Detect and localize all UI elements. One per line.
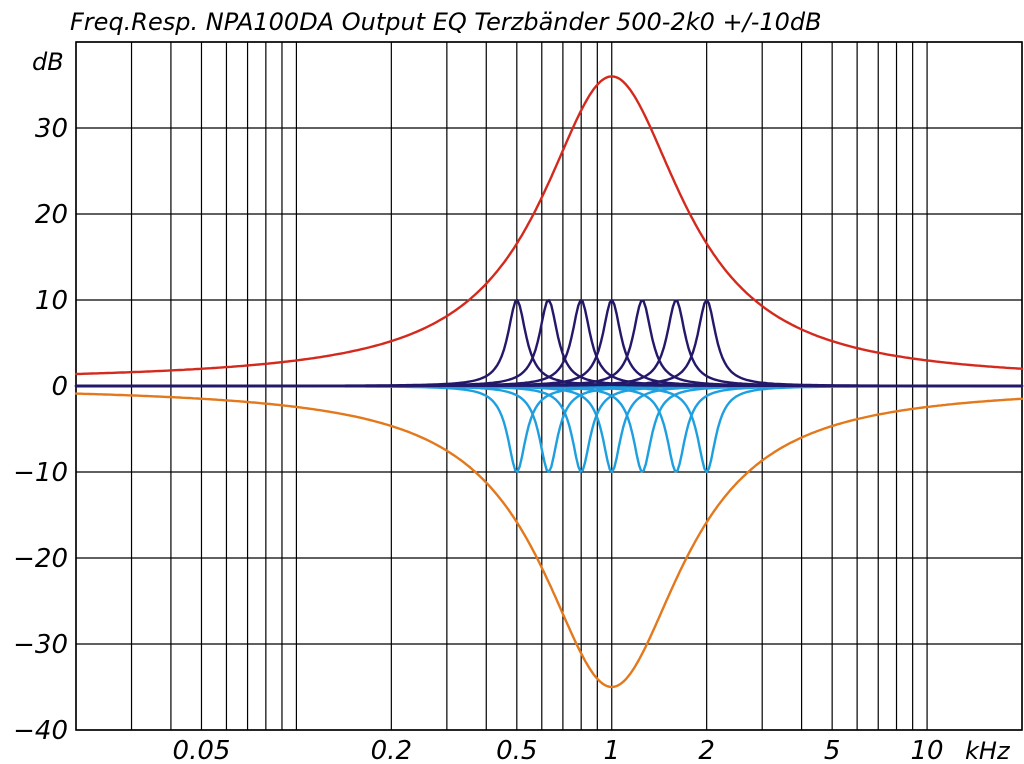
y-tick-label: −40 (13, 716, 68, 746)
chart-title: Freq.Resp. NPA100DA Output EQ Terzbänder… (70, 8, 822, 36)
y-axis-unit-label: dB (32, 48, 64, 76)
y-tick-labels: −40 −30 −20 −10 0 10 20 30 (13, 114, 68, 746)
x-axis-unit-label: kHz (965, 737, 1011, 764)
y-tick-label: −30 (13, 630, 68, 660)
curves (74, 75, 1024, 689)
curve-boost-band (74, 298, 1024, 388)
y-tick-label: 0 (51, 372, 68, 402)
y-tick-label: 10 (35, 286, 68, 316)
y-tick-label: 20 (35, 200, 68, 230)
x-tick-label: 0.2 (371, 736, 412, 764)
curve-sum-boost (74, 75, 1024, 376)
x-tick-label: 5 (824, 736, 841, 764)
y-tick-label: 30 (35, 114, 68, 144)
x-tick-label: 10 (911, 736, 944, 764)
x-tick-label: 0.05 (173, 736, 231, 764)
y-tick-label: −20 (13, 544, 68, 574)
x-tick-labels: 0.05 0.2 0.5 1 2 5 10 (173, 736, 944, 764)
y-tick-label: −10 (13, 458, 68, 488)
curve-sum-cut (74, 392, 1024, 689)
x-tick-label: 0.5 (496, 736, 537, 764)
x-tick-label: 2 (698, 736, 715, 764)
x-tick-label: 1 (603, 736, 620, 764)
